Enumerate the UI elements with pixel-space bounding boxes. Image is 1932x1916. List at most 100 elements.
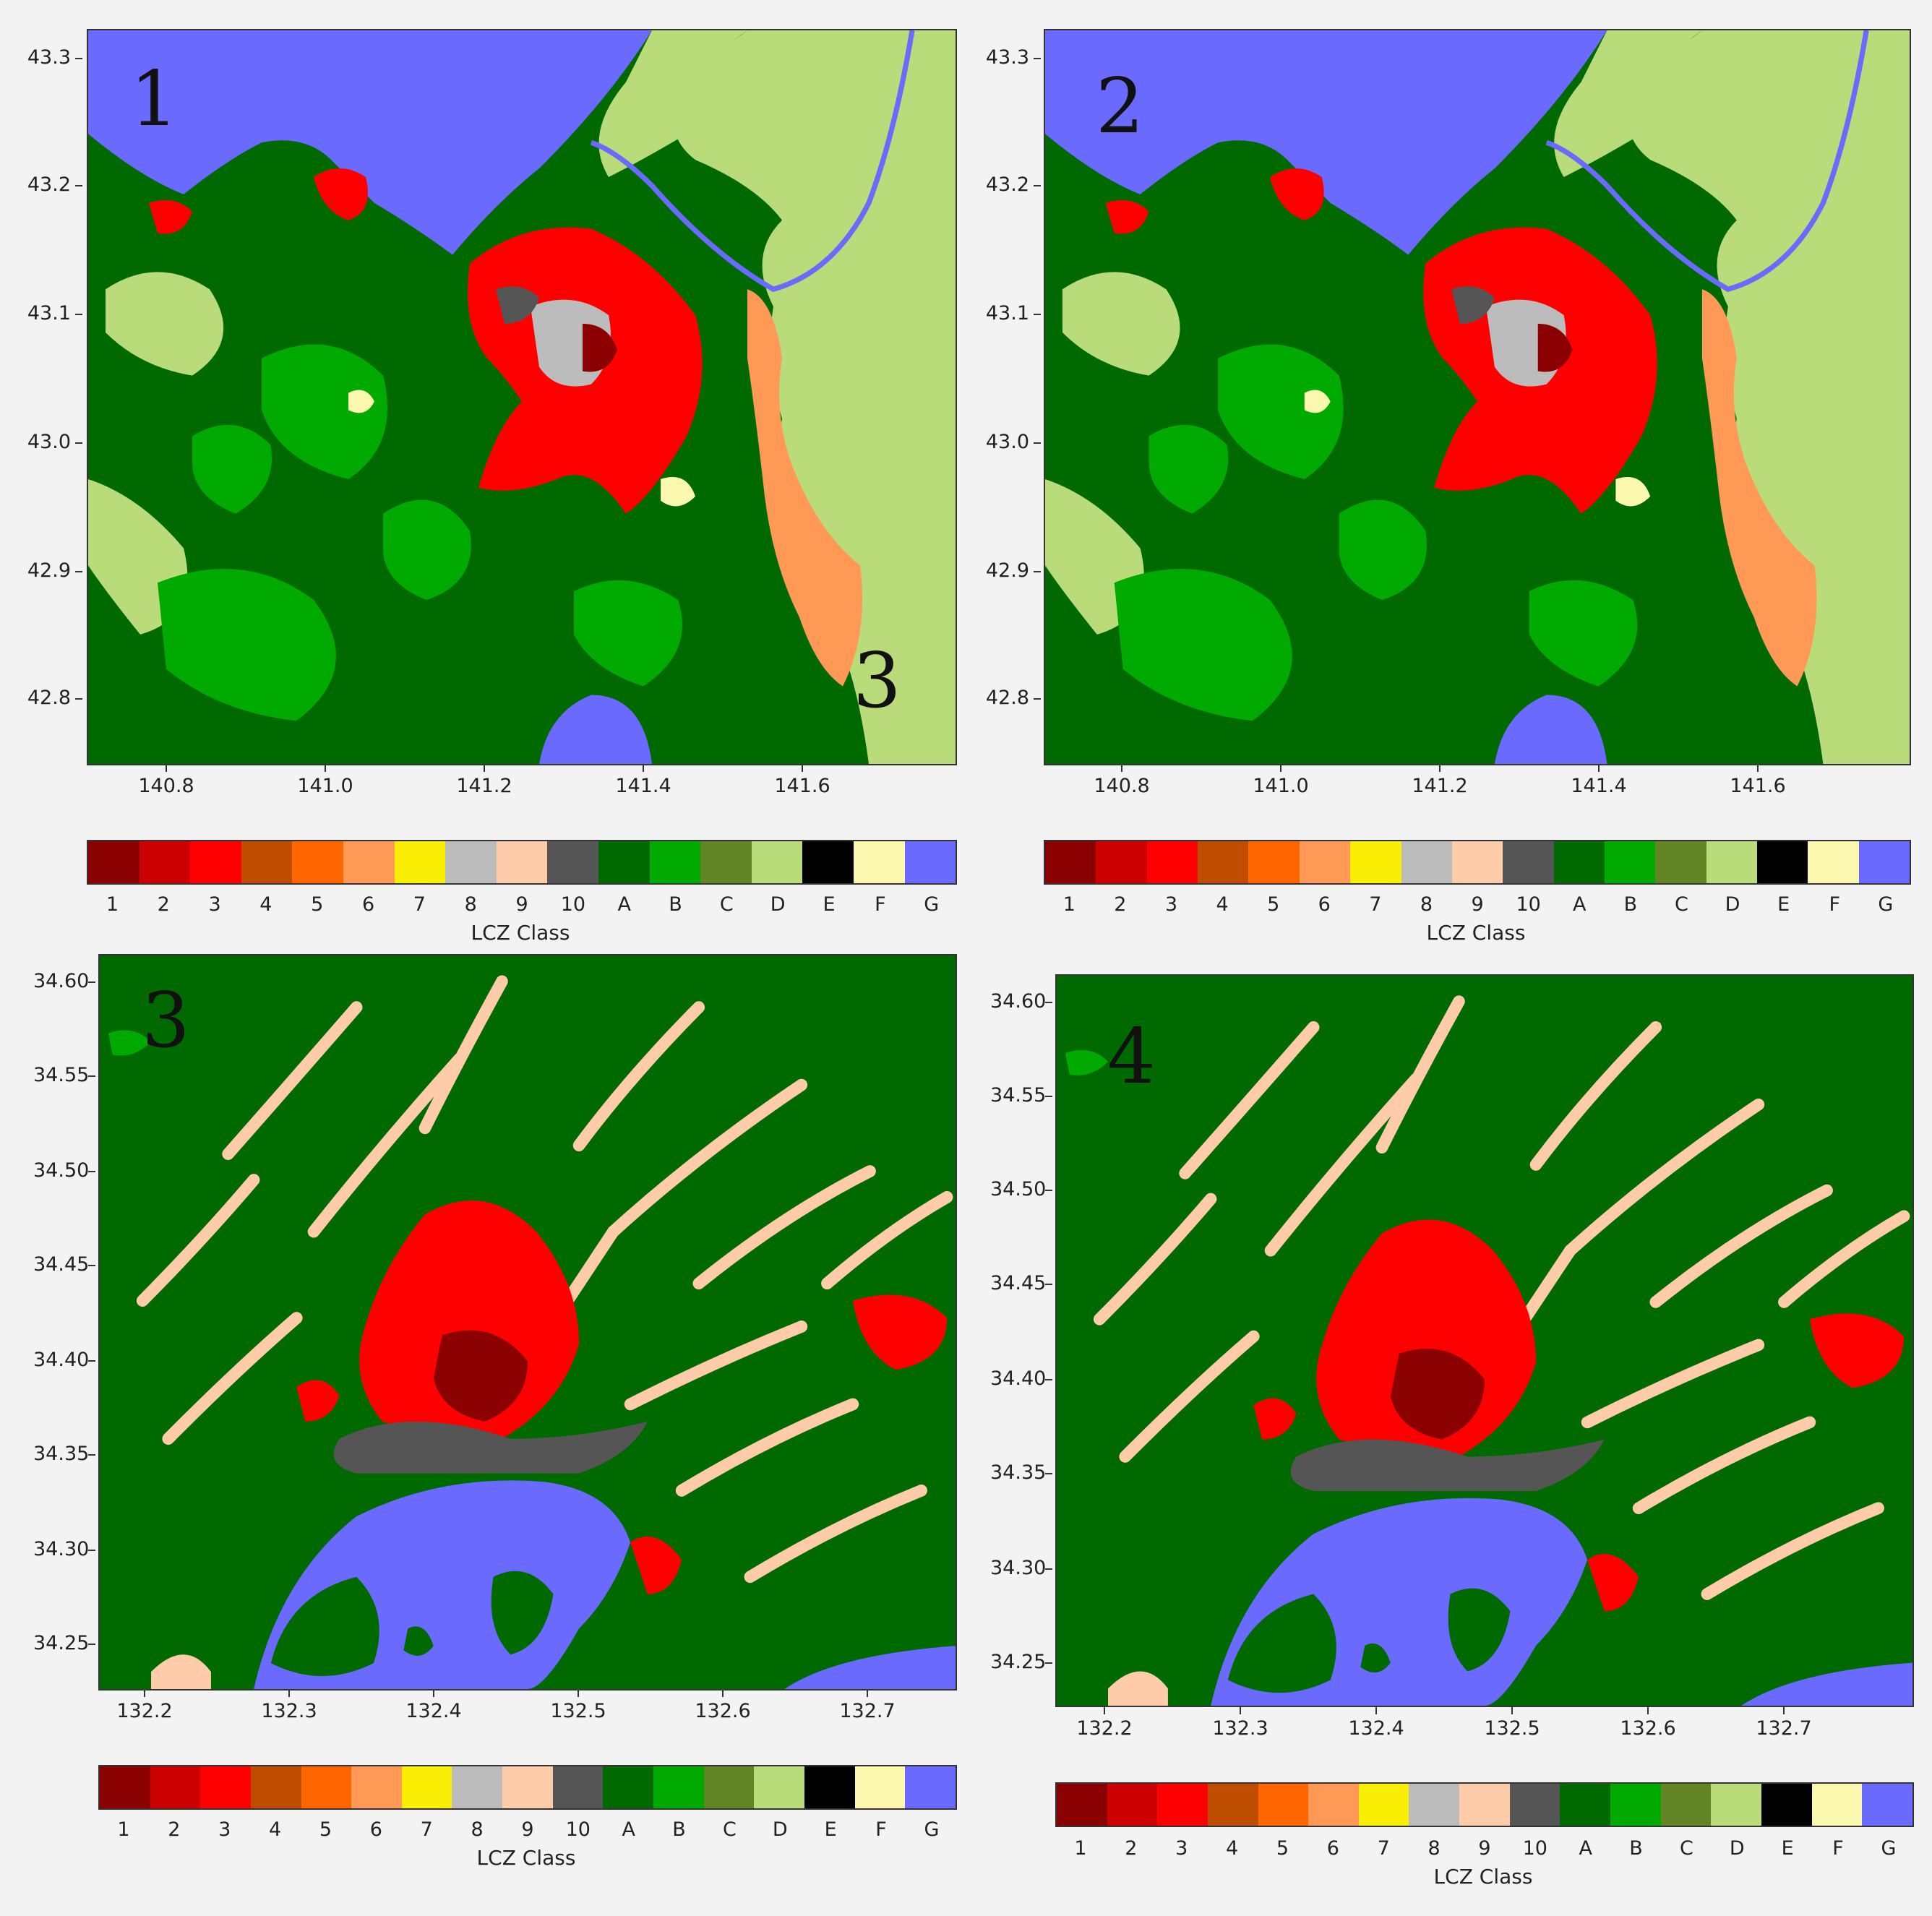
colorbar-swatch [598,841,650,883]
colorbar-swatch [139,841,191,883]
panel-3: 3 34.60 34.55 34.50 34.45 34.40 34.35 34… [0,954,966,1916]
x-tick: 132.2 [101,1690,188,1722]
colorbar-labels-3: 1 2 3 4 5 6 7 8 9 10 A B C D E F G [98,1818,957,1841]
x-tick: 132.4 [390,1690,477,1722]
x-tick: 140.8 [1078,765,1165,797]
y-tick: 34.60 [990,990,1052,1013]
colorbar-class-label: B [672,1818,686,1841]
colorbar-swatch [1761,1784,1812,1826]
colorbar-swatch [1503,841,1554,883]
colorbar-class-label: 5 [311,893,324,916]
y-tick: 43.1 [979,302,1041,325]
colorbar-class-label: 9 [1478,1837,1491,1860]
colorbar-swatch [190,841,241,883]
colorbar-swatch [1401,841,1452,883]
colorbar-class-label: 1 [1062,893,1076,916]
colorbar-swatch [1157,1784,1208,1826]
colorbar-swatch [853,841,905,883]
colorbar-swatch [1057,1784,1107,1826]
colorbar-swatch [1248,841,1300,883]
colorbar-class-label: 1 [1074,1837,1087,1860]
colorbar-swatch [1258,1784,1309,1826]
panel-label: 1 [130,55,179,143]
colorbar-swatch [1553,841,1605,883]
colorbar-swatch [904,841,956,883]
y-tick: 34.55 [33,1064,95,1086]
y-tick: 42.9 [20,559,82,582]
y-tick: 43.2 [20,173,82,196]
colorbar-class-label: C [1674,893,1688,916]
y-tick: 34.40 [990,1367,1052,1390]
colorbar-class-label: G [1878,893,1894,916]
y-tick: 34.50 [33,1159,95,1182]
colorbar-swatch [1409,1784,1460,1826]
y-tick: 34.35 [990,1461,1052,1484]
colorbar-class-label: 1 [117,1818,130,1841]
colorbar-class-label: 10 [1522,1837,1547,1860]
colorbar-class-label: 9 [1471,893,1484,916]
colorbar-class-label: D [772,1818,788,1841]
y-tick: 34.40 [33,1349,95,1371]
colorbar-swatch [547,841,598,883]
colorbar-title: LCZ Class [1426,921,1526,945]
colorbar-swatch [1358,1784,1409,1826]
lcz-map-3 [98,954,957,1691]
colorbar-class-label: G [1881,1837,1897,1860]
x-tick: 141.2 [441,765,528,797]
colorbar-2 [1044,840,1911,885]
colorbar-swatch [1207,1784,1258,1826]
colorbar-swatch [1757,841,1808,883]
colorbar-swatch [1299,841,1351,883]
panel-1: 1 3 43.3 43.2 43.1 43.0 42.9 42.8 140.8 … [0,0,966,954]
y-tick: 34.30 [990,1557,1052,1579]
colorbar-swatch [653,1766,704,1808]
colorbar-class-label: E [823,893,836,916]
y-tick: 42.8 [979,687,1041,709]
colorbar-class-label: D [1729,1837,1745,1860]
colorbar-swatch [1858,841,1910,883]
colorbar-swatch [502,1766,553,1808]
colorbar-class-label: A [622,1818,635,1841]
colorbar-swatch [1660,1784,1712,1826]
x-tick: 132.3 [1197,1707,1284,1740]
colorbar-class-label: B [1629,1837,1643,1860]
x-tick: 132.6 [679,1690,766,1722]
colorbar-swatch [301,1766,352,1808]
x-tick: 141.6 [759,765,846,797]
x-tick: 140.8 [123,765,210,797]
y-tick: 34.25 [33,1632,95,1654]
colorbar-class-label: E [824,1818,837,1841]
colorbar-class-label: 7 [1369,893,1382,916]
colorbar-class-label: 3 [1175,1837,1188,1860]
colorbar-class-label: D [770,893,786,916]
colorbar-swatch [200,1766,251,1808]
x-tick: 132.6 [1605,1707,1691,1740]
x-tick: 132.7 [1740,1707,1827,1740]
colorbar-swatch [445,841,497,883]
colorbar-swatch [1811,1784,1863,1826]
colorbar-class-label: 6 [1326,1837,1339,1860]
colorbar-swatch [802,841,854,883]
y-tick: 43.1 [20,302,82,325]
x-tick: 141.6 [1714,765,1801,797]
colorbar-class-label: 10 [565,1818,591,1841]
y-tick: 43.3 [20,46,82,69]
colorbar-swatch [292,841,343,883]
colorbar-swatch [1350,841,1401,883]
x-tick: 141.4 [600,765,687,797]
colorbar-class-label: C [719,893,734,916]
y-tick: 42.9 [979,559,1041,582]
colorbar-swatch [343,841,395,883]
colorbar-swatch [1604,841,1656,883]
panel-label: 3 [142,976,190,1065]
colorbar-class-label: A [617,893,631,916]
colorbar-class-label: 4 [1225,1837,1239,1860]
colorbar-class-label: 3 [208,893,221,916]
colorbar-labels-4: 1 2 3 4 5 6 7 8 9 10 A B C D E F G [1055,1837,1914,1860]
colorbar-swatch [1706,841,1758,883]
colorbar-swatch [700,841,752,883]
panel-2: 2 43.3 43.2 43.1 43.0 42.9 42.8 140.8 14… [966,0,1932,954]
y-tick: 43.3 [979,46,1041,69]
colorbar-class-label: F [875,893,886,916]
y-tick: 42.8 [20,687,82,709]
